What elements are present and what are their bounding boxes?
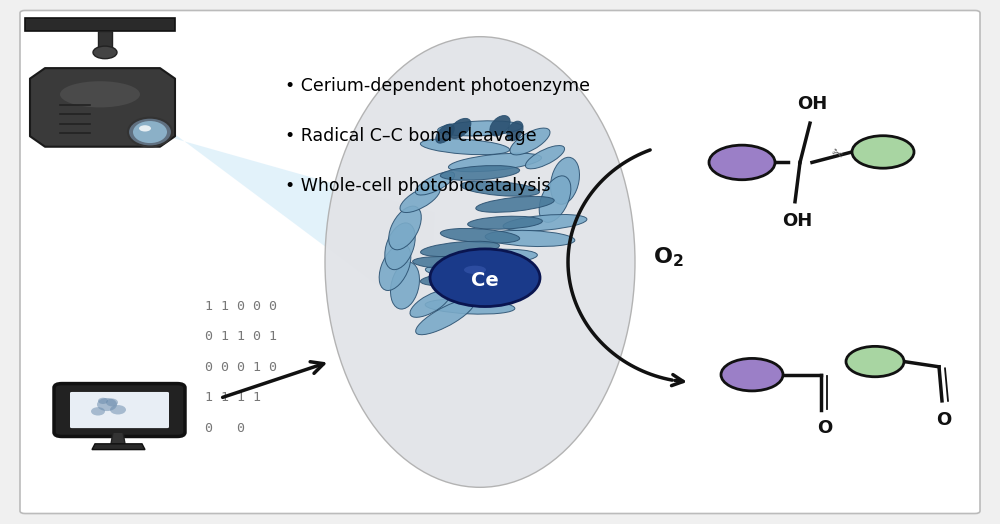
Circle shape	[721, 358, 783, 391]
Ellipse shape	[425, 299, 515, 314]
Polygon shape	[92, 444, 145, 450]
Ellipse shape	[503, 214, 587, 231]
Ellipse shape	[420, 271, 500, 286]
Text: • Radical C–C bond cleavage: • Radical C–C bond cleavage	[285, 127, 537, 145]
Text: 0 0 0 1 0: 0 0 0 1 0	[205, 361, 277, 374]
Ellipse shape	[449, 118, 471, 138]
Polygon shape	[98, 31, 112, 50]
Text: OH: OH	[782, 212, 812, 230]
Ellipse shape	[379, 244, 411, 290]
Ellipse shape	[440, 166, 520, 180]
Ellipse shape	[468, 216, 542, 229]
Ellipse shape	[133, 121, 167, 143]
Polygon shape	[25, 18, 175, 31]
Ellipse shape	[410, 290, 450, 318]
Polygon shape	[111, 432, 125, 444]
Circle shape	[430, 249, 540, 307]
Ellipse shape	[400, 185, 440, 213]
Ellipse shape	[391, 262, 419, 309]
Ellipse shape	[448, 283, 532, 299]
Text: 0   0: 0 0	[205, 422, 245, 434]
Ellipse shape	[485, 231, 575, 246]
Text: OH: OH	[797, 95, 827, 113]
Text: O: O	[936, 411, 952, 429]
Ellipse shape	[440, 228, 520, 243]
Ellipse shape	[110, 405, 126, 414]
Circle shape	[852, 136, 914, 168]
Ellipse shape	[97, 398, 117, 411]
Ellipse shape	[389, 206, 421, 250]
Polygon shape	[165, 127, 435, 325]
Ellipse shape	[490, 116, 510, 136]
Ellipse shape	[539, 176, 571, 222]
Text: 0 1 1 0 1: 0 1 1 0 1	[205, 331, 277, 343]
Ellipse shape	[385, 223, 415, 270]
FancyBboxPatch shape	[70, 392, 169, 428]
Ellipse shape	[525, 146, 565, 169]
Ellipse shape	[507, 121, 523, 141]
Ellipse shape	[436, 124, 454, 143]
Ellipse shape	[461, 181, 539, 196]
Circle shape	[709, 145, 775, 180]
Ellipse shape	[510, 128, 550, 155]
Text: ✂: ✂	[827, 146, 845, 163]
Text: O: O	[817, 419, 833, 437]
Ellipse shape	[453, 249, 537, 264]
Circle shape	[139, 125, 151, 132]
Ellipse shape	[98, 398, 108, 404]
Ellipse shape	[415, 172, 455, 195]
Ellipse shape	[60, 81, 140, 107]
Ellipse shape	[421, 241, 499, 257]
Text: 1 1 0 0 0: 1 1 0 0 0	[205, 300, 277, 313]
Ellipse shape	[413, 257, 487, 269]
FancyBboxPatch shape	[54, 384, 185, 436]
Ellipse shape	[91, 407, 105, 416]
Ellipse shape	[128, 117, 172, 147]
Ellipse shape	[551, 157, 579, 204]
Circle shape	[846, 346, 904, 377]
Ellipse shape	[438, 121, 522, 136]
Ellipse shape	[416, 299, 474, 335]
Text: • Cerium-dependent photoenzyme: • Cerium-dependent photoenzyme	[285, 78, 590, 95]
Ellipse shape	[464, 266, 486, 274]
Polygon shape	[30, 68, 175, 147]
Text: Ce: Ce	[471, 271, 499, 290]
Ellipse shape	[420, 139, 510, 155]
Circle shape	[93, 46, 117, 59]
Ellipse shape	[106, 398, 118, 407]
Ellipse shape	[425, 265, 515, 280]
Text: $\mathbf{O_2}$: $\mathbf{O_2}$	[653, 245, 683, 269]
Text: • Whole-cell photobiocatalysis: • Whole-cell photobiocatalysis	[285, 177, 550, 195]
Ellipse shape	[448, 153, 542, 172]
Ellipse shape	[476, 196, 554, 212]
Ellipse shape	[325, 37, 635, 487]
Text: 1 1 1 1: 1 1 1 1	[205, 391, 261, 404]
FancyBboxPatch shape	[20, 10, 980, 514]
